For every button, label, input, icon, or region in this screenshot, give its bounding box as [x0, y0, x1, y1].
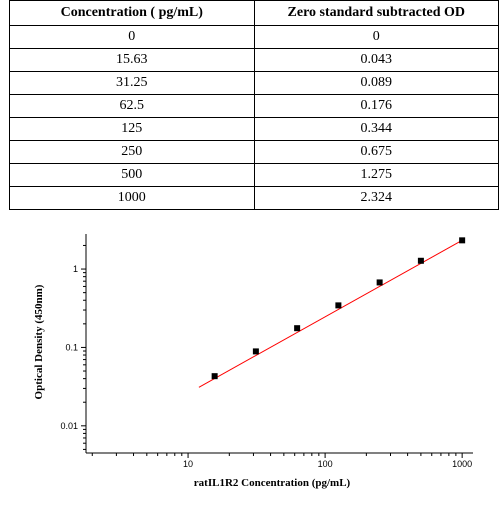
table-row: 15.63 0.043 — [9, 48, 499, 72]
standard-curve-table: Concentration ( pg/mL) Zero standard sub… — [9, 0, 499, 210]
x-tick-label: 100 — [318, 459, 333, 469]
chart-svg: 10 100 1000 0.01 0.1 1 ratIL1R2 Concentration… — [33, 234, 473, 489]
y-tick-label: 0.1 — [65, 342, 78, 352]
standard-curve-chart: 10 100 1000 0.01 0.1 1 ratIL1R2 Concentration… — [0, 195, 501, 520]
concentration-cell: 250 — [9, 140, 255, 164]
od-cell: 0.043 — [253, 48, 499, 72]
data-point — [376, 279, 383, 286]
od-cell: 1.275 — [253, 163, 499, 187]
tick-marks — [81, 244, 463, 458]
data-point — [417, 257, 424, 264]
table-row: 125 0.344 — [9, 117, 499, 141]
concentration-cell: 62.5 — [9, 94, 255, 118]
y-tick-label: 0.01 — [60, 421, 78, 431]
data-point — [252, 348, 259, 355]
tick-labels: 10 100 1000 0.01 0.1 1 — [60, 264, 472, 469]
concentration-cell: 500 — [9, 163, 255, 187]
y-tick-label: 1 — [73, 264, 78, 274]
x-tick-label: 1000 — [452, 459, 472, 469]
concentration-cell: 15.63 — [9, 48, 255, 72]
fit-line — [198, 239, 463, 388]
concentration-cell: 125 — [9, 117, 255, 141]
concentration-cell: 31.25 — [9, 71, 255, 95]
x-tick-label: 10 — [183, 459, 193, 469]
od-cell: 0.675 — [253, 140, 499, 164]
data-point — [294, 325, 301, 332]
od-cell: 0.089 — [253, 71, 499, 95]
concentration-cell: 0 — [9, 25, 255, 49]
table-row: 31.25 0.089 — [9, 71, 499, 95]
data-point — [211, 373, 218, 380]
chart-axes — [85, 234, 473, 454]
concentration-cell: 1000 — [9, 186, 255, 210]
column-header-od: Zero standard subtracted OD — [253, 0, 499, 26]
data-point — [459, 237, 466, 244]
data-point — [335, 302, 342, 309]
od-cell: 0.176 — [253, 94, 499, 118]
table-row: 250 0.675 — [9, 140, 499, 164]
column-header-concentration: Concentration ( pg/mL) — [9, 0, 255, 26]
table-row: 1000 2.324 — [9, 186, 499, 210]
y-axis-title: Optical Density (450nm) — [33, 284, 45, 399]
table-row: 0 0 — [9, 25, 499, 49]
od-cell: 2.324 — [253, 186, 499, 210]
x-axis-title: ratIL1R2 Concentration (pg/mL) — [194, 477, 351, 489]
table-header-row: Concentration ( pg/mL) Zero standard sub… — [9, 0, 499, 26]
table-row: 500 1.275 — [9, 163, 499, 187]
data-points — [211, 237, 466, 380]
od-cell: 0.344 — [253, 117, 499, 141]
od-cell: 0 — [253, 25, 499, 49]
table-row: 62.5 0.176 — [9, 94, 499, 118]
